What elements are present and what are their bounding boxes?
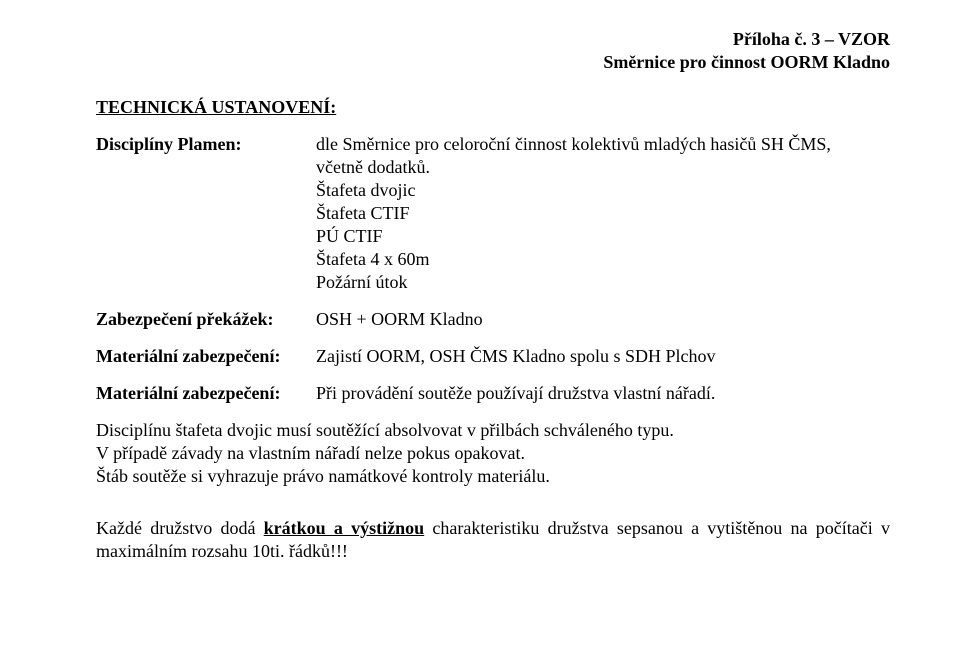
row-material2: Materiální zabezpečení: Při provádění so… (96, 382, 890, 405)
value-material2: Při provádění soutěže používají družstva… (316, 382, 890, 405)
disc-line: dle Směrnice pro celoroční činnost kolek… (316, 133, 890, 156)
row-zabezpeceni: Zabezpečení překážek: OSH + OORM Kladno (96, 308, 890, 331)
section-title: TECHNICKÁ USTANOVENÍ: (96, 96, 890, 119)
paragraph-block-1: Disciplínu štafeta dvojic musí soutěžící… (96, 419, 890, 488)
label-zabezpeceni: Zabezpečení překážek: (96, 308, 316, 331)
label-material1: Materiální zabezpečení: (96, 345, 316, 368)
final-bold: krátkou a výstižnou (264, 518, 425, 538)
header-line2: Směrnice pro činnost OORM Kladno (96, 51, 890, 74)
final-pre: Každé družstvo dodá (96, 518, 264, 538)
label-material2: Materiální zabezpečení: (96, 382, 316, 405)
disc-line: Štafeta dvojic (316, 179, 890, 202)
para-line: Štáb soutěže si vyhrazuje právo namátkov… (96, 465, 890, 488)
disc-line: včetně dodatků. (316, 156, 890, 179)
disc-line: Požární útok (316, 271, 890, 294)
header-line1: Příloha č. 3 – VZOR (96, 28, 890, 51)
value-disciplines: dle Směrnice pro celoroční činnost kolek… (316, 133, 890, 294)
document-page: Příloha č. 3 – VZOR Směrnice pro činnost… (0, 0, 960, 663)
disc-line: Štafeta 4 x 60m (316, 248, 890, 271)
label-disciplines: Disciplíny Plamen: (96, 133, 316, 294)
disc-line: PÚ CTIF (316, 225, 890, 248)
para-line: Disciplínu štafeta dvojic musí soutěžící… (96, 419, 890, 442)
header-block: Příloha č. 3 – VZOR Směrnice pro činnost… (96, 28, 890, 74)
disc-line: Štafeta CTIF (316, 202, 890, 225)
value-material1: Zajistí OORM, OSH ČMS Kladno spolu s SDH… (316, 345, 890, 368)
final-paragraph: Každé družstvo dodá krátkou a výstižnou … (96, 517, 890, 563)
para-line: V případě závady na vlastním nářadí nelz… (96, 442, 890, 465)
value-zabezpeceni: OSH + OORM Kladno (316, 308, 890, 331)
row-disciplines: Disciplíny Plamen: dle Směrnice pro celo… (96, 133, 890, 294)
row-material1: Materiální zabezpečení: Zajistí OORM, OS… (96, 345, 890, 368)
